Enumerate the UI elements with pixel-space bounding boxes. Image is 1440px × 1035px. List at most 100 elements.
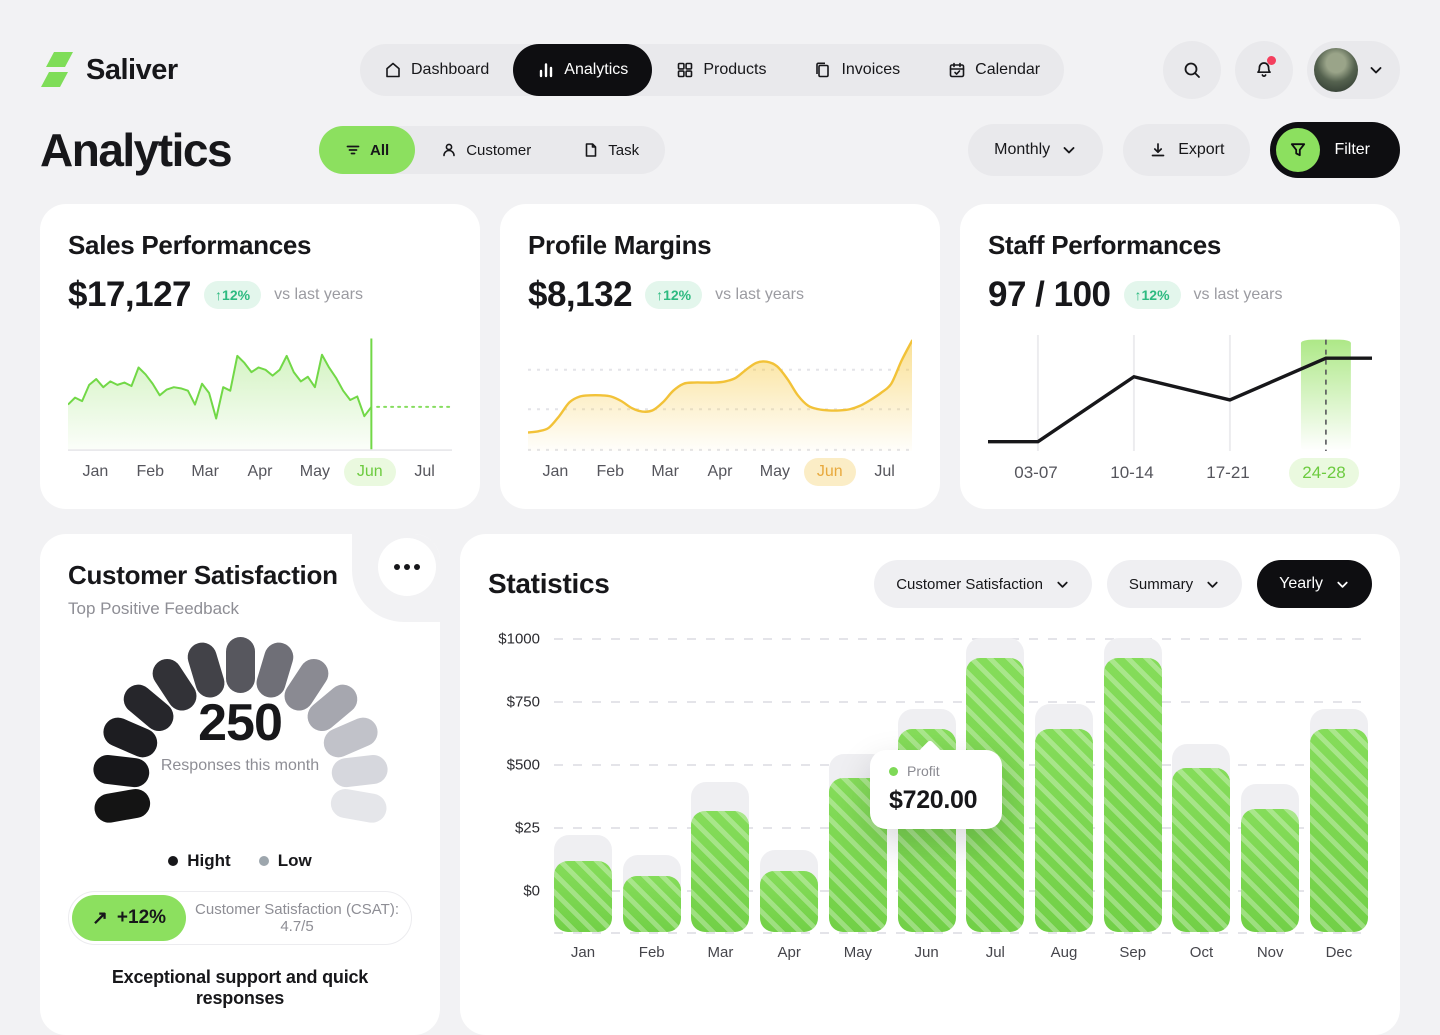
month-label: Apr — [707, 463, 733, 480]
search-button[interactable] — [1163, 41, 1221, 99]
y-axis-tick: $0 — [523, 882, 540, 900]
nav-item-calendar[interactable]: Calendar — [924, 44, 1064, 96]
bar-value — [760, 871, 819, 932]
month-label: Jul — [414, 463, 435, 480]
invoice-icon — [816, 62, 830, 78]
bar-nov[interactable] — [1241, 638, 1300, 932]
bar-value — [1172, 768, 1231, 932]
search-icon — [1184, 62, 1200, 78]
metric-dropdown[interactable]: Customer Satisfaction — [874, 560, 1092, 608]
week-label: 10-14 — [1110, 463, 1154, 482]
brand-logo[interactable]: Saliver — [40, 51, 290, 89]
user-menu[interactable] — [1307, 41, 1400, 99]
notifications-button[interactable] — [1235, 41, 1293, 99]
more-options-icon — [394, 564, 400, 570]
grid-line — [554, 890, 1368, 892]
grid-line — [554, 932, 1368, 934]
bar-value — [1103, 658, 1162, 932]
month-label: Mar — [651, 463, 679, 480]
bar-mar[interactable] — [691, 638, 750, 932]
chevron-down-icon — [1207, 581, 1218, 588]
brand-name: Saliver — [86, 53, 178, 86]
sales-sparkline-chart — [68, 335, 452, 451]
legend-label: Hight — [187, 851, 231, 870]
bar-aug[interactable] — [1035, 638, 1094, 932]
chevron-down-icon — [1057, 581, 1068, 588]
profit-sparkline-chart — [528, 335, 912, 451]
satisfaction-gauge: 250 Responses this month — [90, 635, 390, 825]
task-icon — [585, 143, 597, 157]
nav-item-invoices[interactable]: Invoices — [790, 44, 924, 96]
gauge-segment — [328, 786, 389, 825]
staff-x-axis: 03-07 10-14 17-21 24-28 — [988, 458, 1372, 488]
nav-item-analytics[interactable]: Analytics — [513, 44, 653, 96]
month-label: Feb — [136, 463, 165, 480]
bar-apr[interactable] — [760, 638, 819, 932]
month-label: Jan — [570, 944, 596, 961]
period-dropdown[interactable]: Monthly — [968, 124, 1104, 176]
month-label: Apr — [777, 944, 801, 961]
bar-value — [554, 861, 612, 932]
statistics-header: Statistics Customer Satisfaction Summary… — [488, 560, 1372, 608]
week-label: 17-21 — [1206, 463, 1250, 482]
bar-jan[interactable] — [554, 638, 612, 932]
bar-oct[interactable] — [1172, 638, 1231, 932]
statistics-x-axis: Jan Feb Mar Apr May Jun Jul Aug Sep Oct Nov Dec — [554, 944, 1368, 961]
csat-footer-text: Exceptional support and quick responses — [111, 967, 369, 1008]
export-button[interactable]: Export — [1123, 124, 1251, 176]
profit-caption: vs last years — [715, 286, 805, 303]
trend-up-icon: ↗ — [92, 907, 108, 929]
month-label: Sep — [1119, 944, 1147, 961]
bell-icon — [1257, 62, 1271, 77]
csat-delta-badge: ↗ +12% — [72, 895, 187, 941]
legend-dot — [168, 856, 179, 866]
chevron-down-icon — [1337, 581, 1348, 588]
segment-all[interactable]: All — [319, 126, 416, 174]
nav-label: Calendar — [975, 61, 1041, 78]
header-controls: Monthly Export Filter — [968, 122, 1400, 178]
segment-customer[interactable]: Customer — [415, 126, 557, 174]
more-options-button[interactable] — [378, 538, 436, 596]
month-label: Jan — [542, 463, 569, 480]
y-axis-tick: $500 — [506, 756, 540, 774]
month-label: May — [843, 944, 873, 961]
staff-performances-card: Staff Performances 97 / 100 ↑12% vs last… — [960, 204, 1400, 509]
bottom-row: Customer Satisfaction Top Positive Feedb… — [0, 509, 1440, 1035]
nav-item-products[interactable]: Products — [652, 44, 790, 96]
csat-score-text: Customer Satisfaction (CSAT): 4.7/5 — [195, 901, 399, 935]
month-label: Jul — [874, 463, 895, 480]
card-title: Staff Performances — [988, 230, 1222, 260]
card-title: Statistics — [488, 568, 610, 599]
bar-feb[interactable] — [622, 638, 681, 932]
unread-badge — [1267, 56, 1276, 65]
grid-line — [554, 638, 1368, 640]
profit-value: $8,132 — [528, 275, 633, 314]
bar-dec[interactable] — [1309, 638, 1368, 932]
bar-sep[interactable] — [1103, 638, 1162, 932]
chart-tooltip: Profit $720.00 — [870, 739, 1002, 829]
funnel-icon — [1291, 143, 1306, 157]
month-label: Nov — [1256, 944, 1284, 961]
segment-label: All — [370, 141, 390, 159]
gauge-legend: Hight Low — [68, 851, 412, 871]
bar-value — [1035, 729, 1094, 932]
month-label: Oct — [1189, 944, 1214, 961]
month-label: Apr — [247, 463, 273, 480]
summary-dropdown[interactable]: Summary — [1106, 560, 1243, 608]
sales-delta-badge: ↑12% — [204, 281, 262, 309]
range-dropdown[interactable]: Yearly — [1257, 560, 1372, 608]
calendar-icon — [949, 62, 965, 78]
saliver-logo-icon — [41, 52, 73, 87]
page-title: Analytics — [40, 124, 233, 176]
week-label: 03-07 — [1014, 463, 1058, 482]
segment-task[interactable]: Task — [557, 126, 665, 174]
nav-item-dashboard[interactable]: Dashboard — [360, 44, 513, 96]
month-label: May — [759, 463, 790, 480]
staff-value: 97 / 100 — [988, 275, 1111, 314]
month-label: Feb — [638, 944, 665, 961]
nav-label: Dashboard — [411, 61, 490, 78]
main-nav: Dashboard Analytics Products Invoices Ca… — [360, 44, 1065, 96]
nav-label: Analytics — [564, 61, 629, 78]
filter-button[interactable]: Filter — [1270, 122, 1400, 178]
